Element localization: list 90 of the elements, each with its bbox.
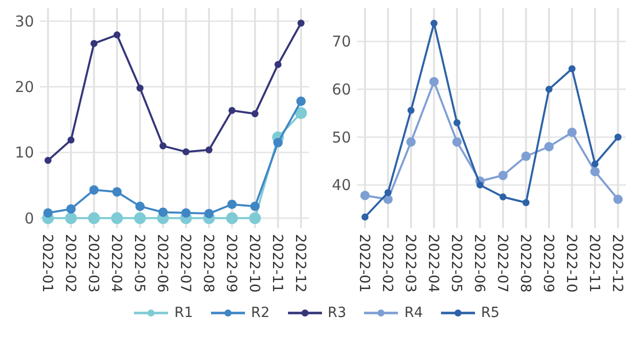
point bbox=[65, 212, 77, 224]
x-tick-label: 2022-08 bbox=[517, 234, 534, 292]
point bbox=[181, 208, 191, 218]
point bbox=[68, 136, 74, 144]
point bbox=[476, 181, 484, 188]
point bbox=[66, 204, 76, 214]
point bbox=[296, 96, 306, 106]
point bbox=[158, 208, 168, 217]
point bbox=[204, 208, 214, 218]
x-tick-label: 2022-06 bbox=[471, 234, 488, 293]
y-tick-label: 60 bbox=[332, 80, 351, 99]
point bbox=[452, 137, 462, 147]
legend-label: R1 bbox=[174, 305, 194, 321]
point bbox=[44, 156, 52, 164]
point bbox=[249, 212, 261, 224]
x-tick-label: 2022-11 bbox=[269, 234, 286, 292]
point bbox=[182, 148, 190, 156]
y-tick-label: 40 bbox=[332, 176, 351, 194]
x-tick-label: 2022-10 bbox=[246, 234, 262, 292]
point bbox=[295, 107, 307, 119]
x-tick-label: 2022-04 bbox=[425, 234, 442, 293]
point bbox=[498, 170, 508, 180]
y-tick-label: 0 bbox=[24, 209, 34, 228]
x-tick-label: 2022-02 bbox=[62, 234, 78, 292]
x-tick-label: 2022-03 bbox=[85, 234, 102, 292]
y-tick-label: 10 bbox=[14, 144, 34, 162]
point bbox=[568, 65, 576, 72]
y-tick-label: 20 bbox=[14, 78, 34, 96]
x-tick-label: 2022-05 bbox=[448, 234, 464, 292]
point bbox=[136, 84, 144, 92]
point bbox=[614, 134, 622, 141]
point bbox=[89, 185, 99, 195]
point bbox=[298, 20, 304, 27]
point bbox=[114, 31, 120, 38]
point bbox=[544, 142, 554, 152]
point bbox=[112, 187, 122, 197]
point bbox=[613, 194, 623, 204]
point bbox=[362, 214, 368, 220]
x-tick-label: 2022-09 bbox=[223, 234, 240, 292]
point bbox=[567, 128, 577, 138]
point bbox=[521, 152, 531, 161]
x-tick-label: 2022-06 bbox=[154, 234, 170, 293]
point bbox=[592, 160, 598, 168]
point bbox=[134, 212, 146, 224]
point bbox=[274, 60, 282, 68]
point bbox=[160, 142, 166, 150]
point bbox=[522, 199, 530, 206]
point bbox=[206, 146, 212, 154]
x-tick-label: 2022-08 bbox=[200, 234, 216, 292]
x-tick-label: 2022-01 bbox=[39, 234, 56, 292]
point bbox=[273, 138, 283, 148]
point bbox=[227, 200, 237, 210]
point bbox=[90, 40, 98, 47]
y-tick-label: 70 bbox=[332, 32, 351, 51]
x-tick-label: 2022-03 bbox=[402, 234, 418, 292]
point bbox=[590, 166, 600, 176]
point bbox=[454, 119, 460, 126]
legend-label: R4 bbox=[404, 305, 423, 321]
x-tick-label: 2022-07 bbox=[494, 234, 510, 292]
point bbox=[228, 106, 236, 114]
point bbox=[252, 110, 258, 118]
y-tick-label: 50 bbox=[332, 128, 351, 146]
point bbox=[408, 106, 414, 114]
point bbox=[111, 212, 123, 224]
x-tick-label: 2022-12 bbox=[609, 234, 626, 292]
point bbox=[250, 202, 260, 212]
point bbox=[384, 189, 392, 196]
point bbox=[546, 86, 552, 93]
point bbox=[43, 208, 53, 218]
point bbox=[226, 212, 238, 224]
x-tick-label: 2022-12 bbox=[292, 234, 308, 292]
x-tick-label: 2022-09 bbox=[540, 234, 556, 292]
x-tick-label: 2022-04 bbox=[108, 234, 124, 293]
point bbox=[360, 190, 370, 200]
x-tick-label: 2022-05 bbox=[131, 234, 148, 292]
x-tick-label: 2022-07 bbox=[177, 234, 194, 292]
y-tick-label: 30 bbox=[14, 12, 34, 30]
x-tick-label: 2022-11 bbox=[586, 234, 602, 292]
legend-label: R2 bbox=[251, 305, 270, 321]
legend-label: R3 bbox=[328, 305, 346, 321]
legend-label: R5 bbox=[480, 305, 500, 321]
point bbox=[429, 76, 439, 86]
point bbox=[406, 137, 416, 147]
x-tick-label: 2022-02 bbox=[379, 234, 396, 292]
point bbox=[500, 193, 506, 200]
x-tick-label: 2022-01 bbox=[356, 234, 372, 292]
point bbox=[430, 20, 438, 27]
point bbox=[135, 202, 145, 212]
point bbox=[88, 212, 100, 224]
x-tick-label: 2022-10 bbox=[563, 234, 580, 292]
